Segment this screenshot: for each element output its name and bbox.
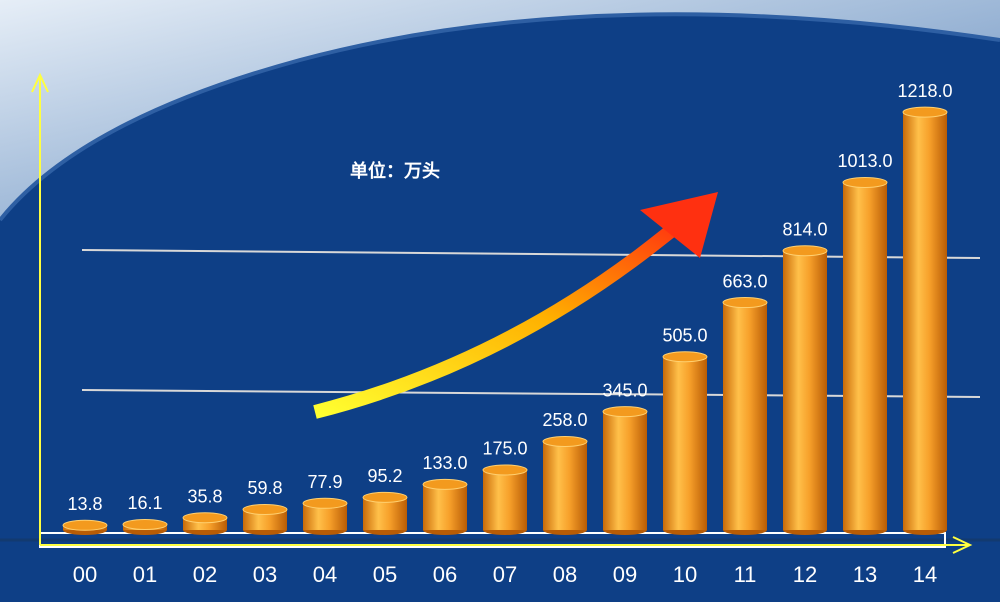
trend-arrow — [313, 209, 695, 419]
bar-cap — [542, 435, 588, 447]
x-tick-label: 08 — [553, 562, 577, 587]
value-label: 505.0 — [662, 325, 707, 345]
bar — [903, 112, 947, 530]
bar — [483, 469, 527, 530]
bar-cap — [722, 297, 768, 309]
bar-cap — [62, 519, 108, 531]
bar-cap — [302, 497, 348, 509]
bar-cap — [662, 351, 708, 363]
x-tick-label: 07 — [493, 562, 517, 587]
bar-cap — [182, 512, 228, 524]
x-tick-label: 05 — [373, 562, 397, 587]
x-tick-label: 10 — [673, 562, 697, 587]
x-tick-label: 14 — [913, 562, 937, 587]
x-tick-label: 13 — [853, 562, 877, 587]
x-tick-label: 04 — [313, 562, 337, 587]
bar — [423, 484, 467, 530]
x-tick-label: 12 — [793, 562, 817, 587]
x-tick-label: 03 — [253, 562, 277, 587]
bar — [663, 356, 707, 530]
background-edge — [0, 12, 1000, 222]
unit-label: 单位：万头 — [350, 160, 440, 181]
value-label: 16.1 — [127, 493, 162, 513]
bar — [783, 250, 827, 530]
bar — [843, 182, 887, 530]
value-label: 258.0 — [542, 410, 587, 430]
bar — [543, 441, 587, 530]
bar — [603, 411, 647, 530]
x-tick-label: 06 — [433, 562, 457, 587]
value-label: 663.0 — [722, 271, 767, 291]
guide-line — [81, 389, 981, 398]
bar-cap — [242, 503, 288, 515]
bar — [723, 302, 767, 530]
value-label: 814.0 — [782, 219, 827, 239]
background-curve — [0, 0, 1000, 220]
x-tick-label: 01 — [133, 562, 157, 587]
bar-cap — [482, 464, 528, 476]
bar-cap — [122, 518, 168, 530]
y-axis-arrow — [31, 72, 49, 93]
x-tick-label: 02 — [193, 562, 217, 587]
value-label: 175.0 — [482, 439, 527, 459]
bar-cap — [422, 478, 468, 490]
value-label: 77.9 — [307, 472, 342, 492]
bar — [243, 509, 287, 530]
value-label: 59.8 — [247, 478, 282, 498]
bar-cap — [782, 245, 828, 257]
value-label: 1013.0 — [837, 151, 892, 171]
value-label: 35.8 — [187, 486, 222, 506]
value-label: 133.0 — [422, 453, 467, 473]
value-label: 1218.0 — [897, 81, 952, 101]
guide-line — [81, 249, 981, 259]
bar-cap — [602, 406, 648, 418]
x-tick-label: 09 — [613, 562, 637, 587]
value-label: 95.2 — [367, 466, 402, 486]
bar-cap — [842, 176, 888, 188]
x-axis-arrow — [952, 536, 973, 554]
x-tick-label: 11 — [734, 562, 757, 587]
bar-cap — [362, 491, 408, 503]
value-label: 13.8 — [67, 494, 102, 514]
bar-cap — [902, 106, 948, 118]
trend-arrow-head — [640, 192, 718, 258]
value-label: 345.0 — [602, 380, 647, 400]
x-tick-label: 00 — [73, 562, 97, 587]
